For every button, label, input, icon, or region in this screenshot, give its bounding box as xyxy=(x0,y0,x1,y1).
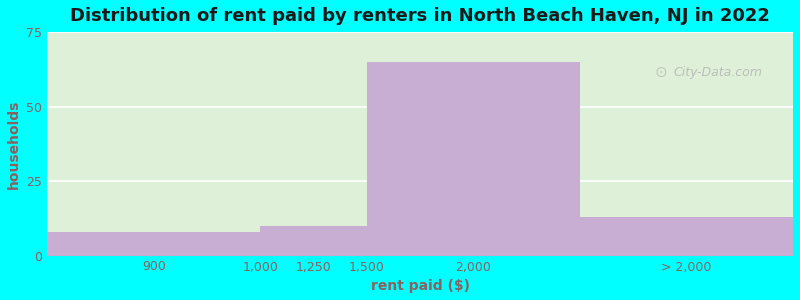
Text: ⊙: ⊙ xyxy=(655,65,668,80)
Bar xyxy=(261,226,367,256)
Text: City-Data.com: City-Data.com xyxy=(674,66,762,79)
Bar xyxy=(580,217,793,256)
Bar xyxy=(367,62,580,256)
X-axis label: rent paid ($): rent paid ($) xyxy=(370,279,470,293)
Title: Distribution of rent paid by renters in North Beach Haven, NJ in 2022: Distribution of rent paid by renters in … xyxy=(70,7,770,25)
Y-axis label: households: households xyxy=(7,99,21,188)
Bar xyxy=(47,232,261,256)
